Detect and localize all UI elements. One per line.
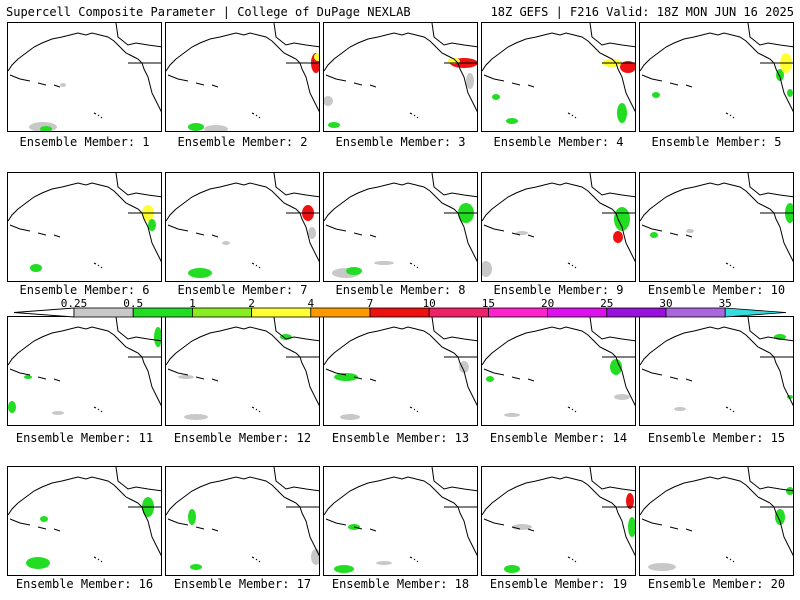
map-panel-member-6	[7, 172, 162, 282]
colorbar-swatch	[487, 307, 548, 318]
map-panel-member-14	[481, 316, 636, 426]
ensemble-member-label: Ensemble Member: 14	[489, 431, 628, 445]
ensemble-member-label: Ensemble Member: 12	[173, 431, 312, 445]
map-panel-member-8	[323, 172, 478, 282]
map-panel-member-17	[165, 466, 320, 576]
map-panel-member-13	[323, 316, 478, 426]
map-outline	[482, 317, 635, 417]
ensemble-member-label: Ensemble Member: 1	[19, 135, 150, 149]
colorbar-tick-label: 1	[189, 297, 196, 310]
map-panel-member-15	[639, 316, 794, 426]
product-title: Supercell Composite Parameter | College …	[6, 5, 411, 19]
colorbar-swatch	[665, 307, 726, 318]
ensemble-member-label: Ensemble Member: 8	[335, 283, 466, 297]
map-outline	[324, 23, 477, 128]
map-panel-member-5	[639, 22, 794, 132]
map-outline	[640, 23, 793, 119]
ensemble-member-label: Ensemble Member: 15	[647, 431, 786, 445]
ensemble-member-label: Ensemble Member: 16	[15, 577, 154, 591]
map-outline	[166, 467, 319, 570]
ensemble-member-label: Ensemble Member: 5	[651, 135, 782, 149]
ensemble-member-label: Ensemble Member: 13	[331, 431, 470, 445]
colorbar-tick-label: 7	[366, 297, 374, 310]
map-panel-member-3	[323, 22, 478, 132]
map-panel-member-20	[639, 466, 794, 576]
map-panel-member-11	[7, 316, 162, 426]
ensemble-member-label: Ensemble Member: 20	[647, 577, 786, 591]
colorbar-tick-label: 4	[307, 297, 315, 310]
map-outline	[8, 23, 161, 131]
ensemble-member-label: Ensemble Member: 7	[177, 283, 308, 297]
map-outline	[324, 173, 477, 278]
map-outline	[324, 317, 477, 420]
map-panel-member-1	[7, 22, 162, 132]
run-valid-time: 18Z GEFS | F216 Valid: 18Z MON JUN 16 20…	[490, 5, 794, 19]
ensemble-member-label: Ensemble Member: 17	[173, 577, 312, 591]
colorbar-swatch	[369, 307, 430, 318]
map-panel-member-7	[165, 172, 320, 282]
map-outline	[640, 317, 793, 413]
colorbar-tick-label: 10	[422, 297, 436, 310]
colorbar-swatch	[251, 307, 312, 318]
map-outline	[482, 173, 635, 277]
map-panel-member-4	[481, 22, 636, 132]
ensemble-member-label: Ensemble Member: 18	[331, 577, 470, 591]
colorbar-swatch	[310, 307, 371, 318]
ensemble-member-label: Ensemble Member: 3	[335, 135, 466, 149]
map-panel-member-19	[481, 466, 636, 576]
map-panel-member-16	[7, 466, 162, 576]
map-outline	[8, 317, 161, 415]
ensemble-member-label: Ensemble Member: 11	[15, 431, 154, 445]
map-panel-member-12	[165, 316, 320, 426]
map-outline	[324, 467, 477, 573]
colorbar-swatch	[191, 307, 252, 318]
colorbar-swatch	[547, 307, 608, 318]
colorbar-swatch	[606, 307, 667, 318]
colorbar-tick-label: 20	[540, 297, 555, 310]
ensemble-member-label: Ensemble Member: 9	[493, 283, 624, 297]
map-outline	[640, 173, 793, 269]
colorbar-tick-label: 15	[481, 297, 496, 310]
map-outline	[166, 23, 319, 131]
ensemble-member-label: Ensemble Member: 4	[493, 135, 624, 149]
colorbar-tick-label: 0.25	[60, 297, 88, 310]
map-outline	[166, 317, 319, 420]
colorbar-swatch	[724, 307, 787, 318]
ensemble-member-label: Ensemble Member: 2	[177, 135, 308, 149]
map-outline	[482, 467, 635, 573]
map-outline	[482, 23, 635, 124]
colorbar	[13, 307, 787, 318]
map-panel-member-2	[165, 22, 320, 132]
ensemble-member-label: Ensemble Member: 10	[647, 283, 786, 297]
ensemble-member-label: Ensemble Member: 19	[489, 577, 628, 591]
map-panel-member-18	[323, 466, 478, 576]
map-panel-member-10	[639, 172, 794, 282]
map-outline	[8, 467, 161, 569]
colorbar-tick-label: 35	[718, 297, 732, 310]
map-outline	[640, 467, 793, 571]
map-panel-member-9	[481, 172, 636, 282]
map-outline	[166, 173, 319, 278]
colorbar-swatch	[428, 307, 489, 318]
colorbar-tick-label: 30	[659, 297, 673, 310]
colorbar-tick-label: 25	[600, 297, 614, 310]
colorbar-tick-label: 0.5	[123, 297, 144, 310]
ensemble-member-label: Ensemble Member: 6	[19, 283, 150, 297]
map-outline	[8, 173, 161, 272]
colorbar-tick-label: 2	[248, 297, 255, 310]
